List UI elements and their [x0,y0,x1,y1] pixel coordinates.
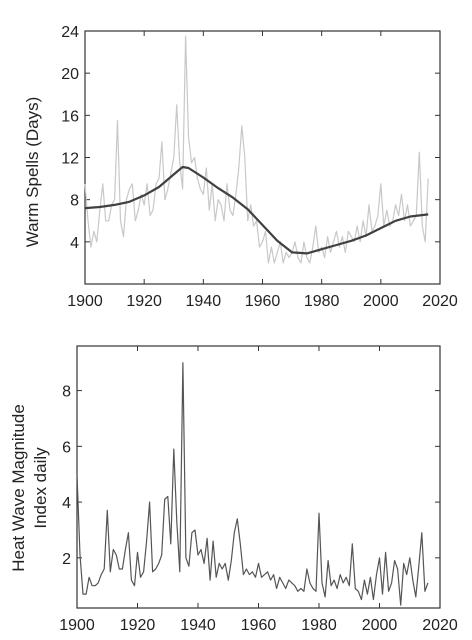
series-line-bottom-0 [76,362,429,606]
x-tick-label-top-6: 2020 [422,293,458,310]
series-line-top-smoothed [84,165,429,255]
y-axis-label-bottom-line2: Index daily [31,447,50,529]
x-tick-label-top-5: 2000 [363,293,399,310]
x-tick-label-bottom-4: 1980 [301,617,337,634]
y-tick-label-top-0: 4 [70,235,79,252]
x-tick-label-top-0: 1900 [67,293,103,310]
x-tick-label-bottom-5: 2000 [362,617,398,634]
x-tick-label-bottom-3: 1960 [241,617,277,634]
y-tick-label-bottom-3: 8 [62,384,71,401]
y-axis-label-top: Warm Spells (Days) [23,97,42,248]
x-tick-label-bottom-6: 2020 [422,617,458,634]
x-tick-label-bottom-0: 1900 [59,617,95,634]
x-tick-label-bottom-1: 1920 [120,617,156,634]
x-tick-label-top-3: 1960 [245,293,281,310]
x-tick-label-top-4: 1980 [304,293,340,310]
y-axis-label-bottom-line1: Heat Wave Magnitude [9,404,28,572]
plot-frame-top [84,30,441,285]
x-tick-label-top-1: 1920 [126,293,162,310]
y-tick-label-top-4: 20 [61,66,79,83]
warm-spells-chart: Warm Spells (Days) 1900 1920 1940 1960 1980 2… [23,24,458,310]
y-tick-label-bottom-0: 2 [62,551,71,568]
x-tick-label-top-2: 1940 [186,293,222,310]
y-tick-label-bottom-2: 6 [62,439,71,456]
y-tick-label-top-1: 8 [70,193,79,210]
y-tick-label-top-3: 16 [61,108,79,125]
x-tick-label-bottom-2: 1940 [180,617,216,634]
heat-wave-magnitude-chart: Heat Wave Magnitude Index daily 1900 1920… [9,345,458,634]
y-tick-label-top-2: 12 [61,151,79,168]
plot-frame-bottom [76,345,441,609]
y-tick-label-top-5: 24 [61,24,79,41]
series-line-top-annual [84,35,429,264]
y-tick-label-bottom-1: 4 [62,495,71,512]
